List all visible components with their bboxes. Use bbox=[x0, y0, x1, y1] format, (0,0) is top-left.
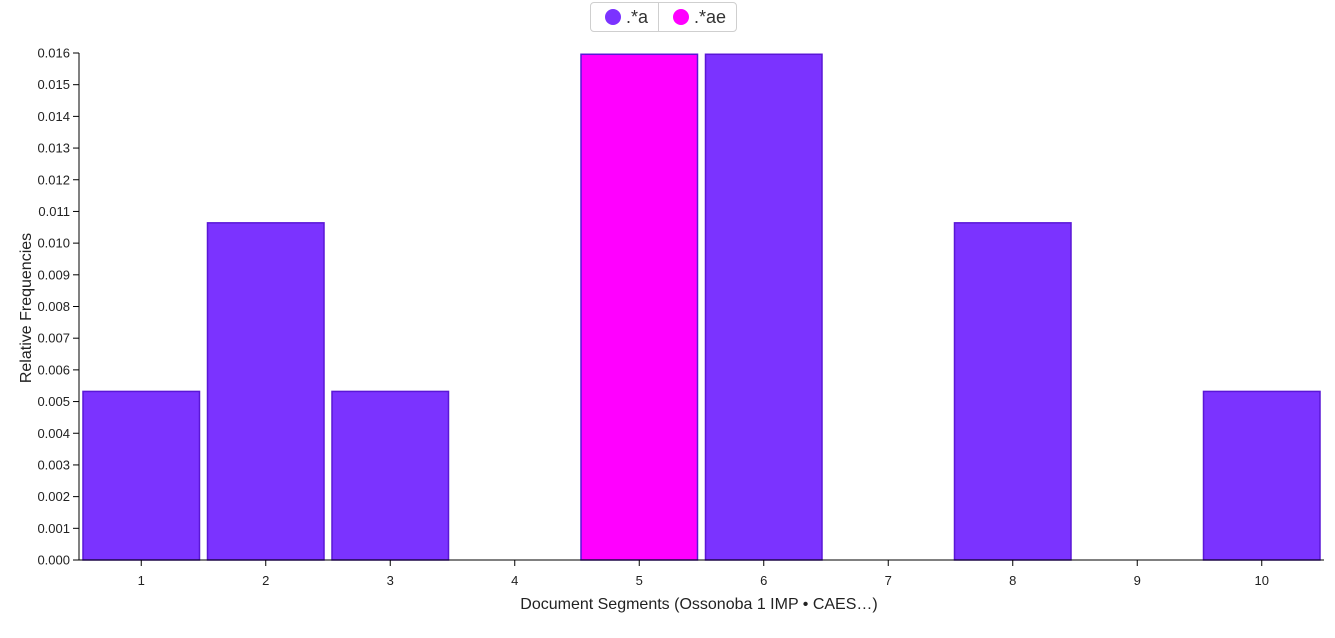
x-tick-label: 8 bbox=[1009, 573, 1016, 588]
bar-1[interactable] bbox=[82, 390, 201, 561]
y-tick-label: 0.014 bbox=[37, 109, 70, 124]
x-tick-label: 1 bbox=[138, 573, 145, 588]
bar-8[interactable] bbox=[953, 222, 1072, 561]
y-tick-label: 0.012 bbox=[37, 172, 70, 187]
x-tick-label: 10 bbox=[1255, 573, 1269, 588]
x-axis: 1 2 3 4 5 6 7 8 9 10 bbox=[79, 559, 1324, 588]
y-tick-label: 0.007 bbox=[37, 331, 70, 346]
legend-swatch-a-icon bbox=[605, 9, 621, 25]
y-tick-label: 0.003 bbox=[37, 457, 70, 472]
legend-item-a[interactable]: .*a bbox=[591, 3, 658, 31]
x-tick-label: 2 bbox=[262, 573, 269, 588]
y-tick-label: 0.016 bbox=[37, 46, 70, 61]
bar-10[interactable] bbox=[1202, 390, 1321, 561]
y-tick-label: 0.002 bbox=[37, 489, 70, 504]
legend-label-ae: .*ae bbox=[694, 6, 727, 27]
legend-item-ae[interactable]: .*ae bbox=[658, 3, 736, 31]
y-tick-label: 0.006 bbox=[37, 362, 70, 377]
y-tick-label: 0.013 bbox=[37, 141, 70, 156]
x-tick-label: 9 bbox=[1134, 573, 1141, 588]
bars-group bbox=[82, 53, 1321, 561]
x-tick-label: 6 bbox=[760, 573, 767, 588]
y-axis-label: Relative Frequencies bbox=[18, 233, 35, 383]
bar-3[interactable] bbox=[331, 390, 450, 561]
legend-label-a: .*a bbox=[626, 6, 649, 27]
x-axis-label: Document Segments (Ossonoba 1 IMP • CAES… bbox=[520, 596, 877, 613]
bar-5[interactable] bbox=[580, 53, 699, 561]
bar-2[interactable] bbox=[206, 222, 325, 561]
y-tick-label: 0.011 bbox=[38, 204, 70, 219]
y-tick-label: 0.001 bbox=[37, 521, 70, 536]
x-tick-label: 4 bbox=[511, 573, 518, 588]
y-tick-label: 0.009 bbox=[37, 267, 70, 282]
y-tick-label: 0.005 bbox=[37, 394, 70, 409]
x-tick-label: 7 bbox=[885, 573, 892, 588]
bar-6[interactable] bbox=[704, 53, 823, 561]
x-tick-label: 3 bbox=[387, 573, 394, 588]
legend: .*a .*ae bbox=[590, 2, 738, 32]
y-tick-label: 0.004 bbox=[37, 426, 70, 441]
y-tick-label: 0.000 bbox=[37, 553, 70, 568]
x-tick-label: 5 bbox=[636, 573, 643, 588]
y-tick-label: 0.008 bbox=[37, 299, 70, 314]
legend-swatch-ae-icon bbox=[673, 9, 690, 25]
y-tick-label: 0.010 bbox=[37, 236, 70, 251]
y-tick-label: 0.015 bbox=[37, 77, 70, 92]
y-axis: 0.000 0.001 0.002 0.003 0.004 0.005 0.006 0.007… bbox=[37, 46, 80, 568]
